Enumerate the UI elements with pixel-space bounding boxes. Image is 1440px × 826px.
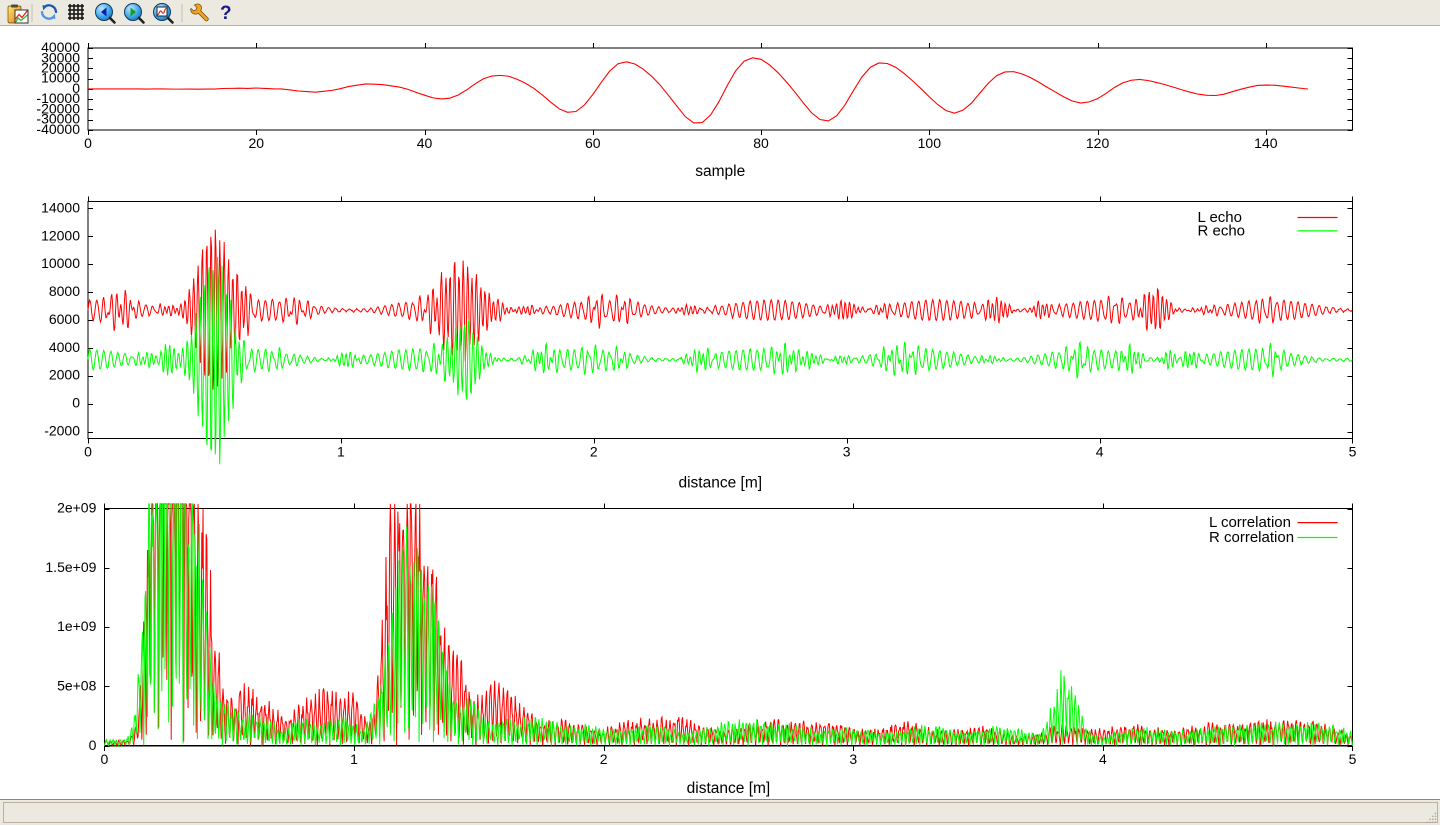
svg-text:14000: 14000	[41, 199, 80, 215]
svg-text:distance [m]: distance [m]	[678, 474, 762, 491]
svg-text:4000: 4000	[49, 339, 80, 355]
svg-text:120: 120	[1086, 135, 1110, 151]
svg-text:R echo: R echo	[1198, 222, 1246, 239]
svg-text:1e+09: 1e+09	[57, 618, 97, 634]
svg-text:0: 0	[72, 395, 80, 411]
svg-text:0: 0	[84, 135, 92, 151]
svg-text:sample: sample	[695, 163, 745, 180]
svg-text:5: 5	[1349, 444, 1357, 460]
svg-text:0: 0	[101, 751, 109, 767]
svg-text:4: 4	[1099, 751, 1107, 767]
svg-text:20: 20	[248, 135, 264, 151]
svg-text:5: 5	[1349, 751, 1357, 767]
svg-text:5e+08: 5e+08	[57, 678, 97, 694]
svg-text:0: 0	[84, 444, 92, 460]
svg-text:3: 3	[843, 444, 851, 460]
svg-text:3: 3	[849, 751, 857, 767]
svg-text:1: 1	[350, 751, 358, 767]
svg-text:2: 2	[590, 444, 598, 460]
svg-text:?: ?	[220, 3, 232, 24]
svg-text:R correlation: R correlation	[1209, 529, 1294, 546]
svg-text:10000: 10000	[41, 255, 80, 271]
svg-text:2e+09: 2e+09	[57, 500, 97, 516]
svg-text:100: 100	[918, 135, 942, 151]
svg-text:8000: 8000	[49, 283, 80, 299]
svg-text:6000: 6000	[49, 311, 80, 327]
svg-text:40000: 40000	[41, 39, 80, 55]
svg-text:-2000: -2000	[44, 423, 80, 439]
svg-text:2000: 2000	[49, 367, 80, 383]
svg-text:4: 4	[1096, 444, 1104, 460]
svg-text:1: 1	[337, 444, 345, 460]
svg-text:140: 140	[1254, 135, 1278, 151]
svg-text:1.5e+09: 1.5e+09	[45, 559, 96, 575]
svg-text:distance [m]: distance [m]	[687, 780, 771, 797]
svg-text:60: 60	[585, 135, 601, 151]
svg-text:40: 40	[417, 135, 433, 151]
svg-text:80: 80	[753, 135, 769, 151]
svg-text:12000: 12000	[41, 227, 80, 243]
svg-text:2: 2	[600, 751, 608, 767]
svg-text:0: 0	[89, 737, 97, 753]
